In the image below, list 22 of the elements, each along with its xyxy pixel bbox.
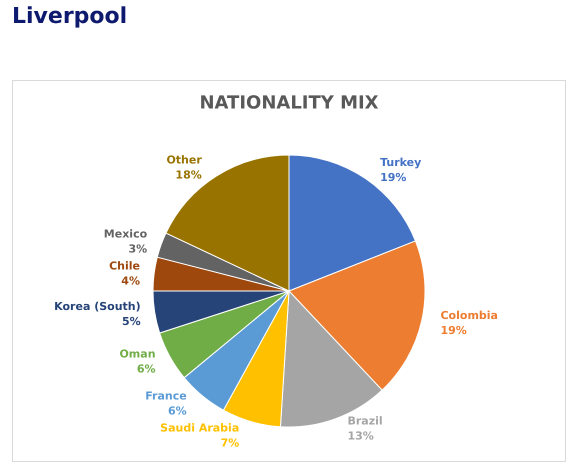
data-label: 13%	[347, 429, 374, 442]
data-label: 7%	[220, 436, 240, 450]
slice-label: Chile	[109, 260, 140, 273]
slice-label: Oman	[119, 347, 156, 360]
slice-label: Saudi Arabia	[160, 421, 240, 434]
data-label: 3%	[128, 242, 148, 256]
slice-label: Brazil	[347, 414, 383, 428]
slice-label: Mexico	[104, 228, 148, 241]
slice-label: Korea (South)	[54, 300, 141, 313]
data-label: 4%	[121, 274, 140, 288]
slice-label: Colombia	[440, 308, 498, 322]
data-label: 6%	[168, 404, 187, 418]
data-label: 19%	[440, 324, 467, 337]
data-label: 6%	[136, 362, 156, 376]
data-label: 5%	[122, 314, 141, 328]
slice-label: Turkey	[380, 156, 422, 170]
slice-label: Other	[166, 154, 202, 167]
slice-label: France	[145, 389, 187, 402]
text: Liverpool	[12, 4, 128, 29]
data-label: 19%	[380, 171, 406, 184]
data-label: 18%	[175, 168, 202, 182]
chart-title: NATIONALITY MIX	[199, 92, 379, 114]
